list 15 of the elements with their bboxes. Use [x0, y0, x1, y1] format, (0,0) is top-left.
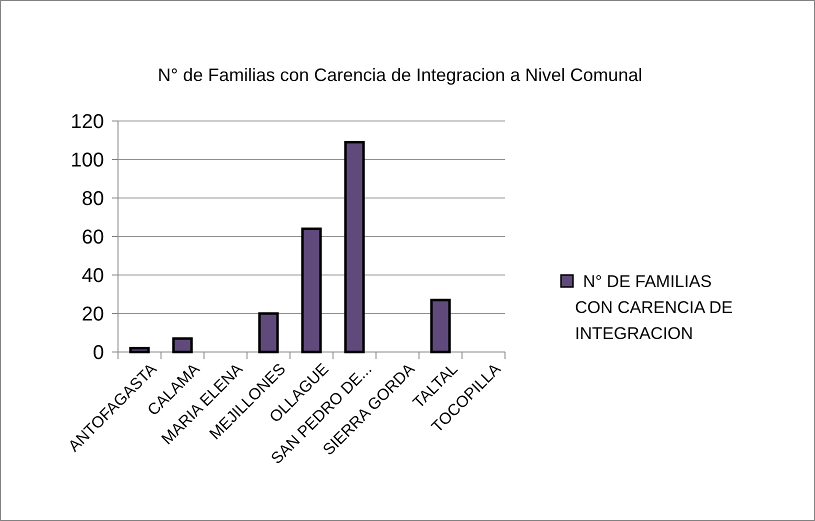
bar [344, 140, 365, 354]
y-tick-label: 20 [82, 304, 104, 326]
bar [258, 312, 279, 354]
y-tick-label: 120 [70, 111, 104, 133]
chart-title: N° de Familias con Carencia de Integracion a Nivel Comunal [158, 65, 642, 85]
legend-label: N° DE FAMILIAS CON CARENCIA DE INTEGRACION [575, 272, 733, 343]
y-tick-label: 60 [82, 226, 104, 248]
y-tick-label: 100 [70, 150, 104, 172]
y-tick-label: 80 [82, 188, 104, 210]
bar [430, 298, 451, 354]
bar [129, 346, 150, 354]
bar [172, 337, 193, 354]
bar [301, 228, 322, 354]
y-tick-label: 0 [92, 342, 104, 364]
y-tick-label: 40 [82, 265, 104, 287]
